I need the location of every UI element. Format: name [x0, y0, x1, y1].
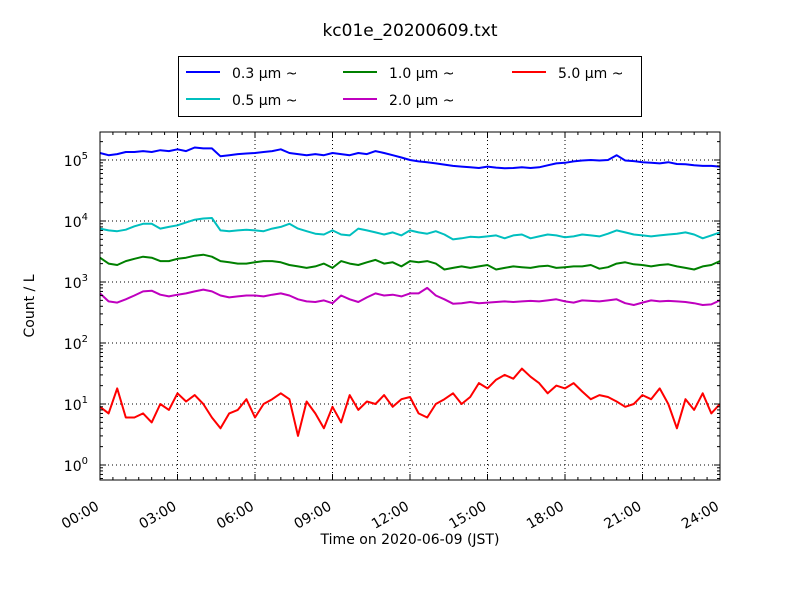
- series-line-4: [99, 286, 721, 306]
- legend-label: 1.0 μm ~: [389, 66, 454, 82]
- y-axis-label: Count / L: [22, 274, 38, 337]
- legend-frame: [178, 56, 642, 117]
- x-tick-label: 12:00: [369, 499, 412, 533]
- x-tick-label: 18:00: [524, 499, 567, 533]
- x-tick-label: 03:00: [137, 499, 180, 533]
- y-tick-label: 105: [64, 151, 88, 170]
- series-line-5: [99, 367, 721, 437]
- legend-label: 0.5 μm ~: [232, 93, 297, 109]
- y-tick-label: 102: [64, 334, 88, 353]
- series-line-2: [99, 217, 721, 241]
- legend-label: 5.0 μm ~: [558, 66, 623, 82]
- legend-label: 2.0 μm ~: [389, 93, 454, 109]
- series-line-1: [99, 146, 720, 170]
- series-line-3: [99, 253, 721, 271]
- legend-label: 0.3 μm ~: [232, 66, 297, 82]
- legend: 0.3 μm ~ 0.5 μm ~ 1.0 μm ~ 2.0 μm ~ 5.0 μm ~: [178, 56, 642, 117]
- y-tick-label: 103: [64, 273, 88, 292]
- x-tick-label: 06:00: [214, 499, 257, 533]
- x-tick-label: 15:00: [447, 499, 490, 533]
- grid: [100, 132, 720, 480]
- y-tick-label: 104: [64, 212, 88, 231]
- axes: 00:00 03:00 06:00 09:00 12:00 15:00 18:00 21:00…: [59, 131, 722, 533]
- y-tick-label: 101: [64, 395, 88, 414]
- y-tick-label: 100: [64, 456, 88, 475]
- plot-frame: [99, 131, 721, 481]
- x-tick-label: 24:00: [679, 499, 722, 533]
- chart-title: kc01e_20200609.txt: [322, 21, 497, 41]
- x-axis-label: Time on 2020-06-09 (JST): [320, 532, 500, 548]
- series-group: [99, 146, 721, 437]
- x-tick-label: 00:00: [59, 499, 102, 533]
- x-tick-label: 09:00: [292, 499, 335, 533]
- x-tick-label: 21:00: [602, 499, 645, 533]
